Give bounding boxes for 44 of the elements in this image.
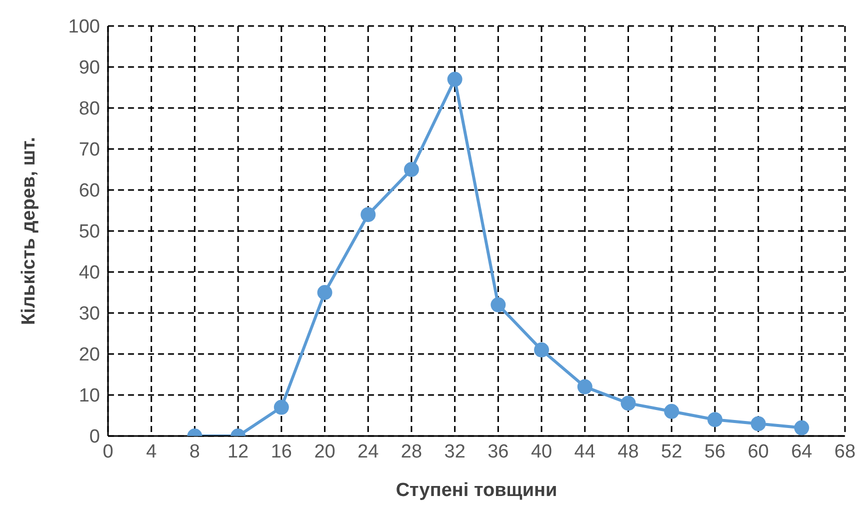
x-tick-label: 56 [704, 441, 726, 462]
y-tick-label: 10 [78, 386, 100, 407]
point [447, 72, 462, 87]
point [750, 416, 766, 432]
x-tick-label: 12 [227, 441, 249, 462]
x-tick-label: 48 [618, 441, 639, 462]
point [404, 162, 419, 177]
point [490, 297, 506, 312]
y-tick-label: 0 [89, 426, 100, 448]
x-tick-label: 20 [314, 441, 336, 462]
y-tick-label: 60 [78, 180, 100, 202]
x-tick-label: 28 [400, 441, 422, 462]
point [707, 412, 722, 428]
y-tick-label: 50 [78, 222, 100, 243]
y-tick-label: 100 [68, 16, 100, 38]
point [360, 207, 376, 222]
point [317, 285, 332, 300]
x-tick-label: 36 [488, 441, 509, 462]
y-tick-label: 90 [78, 58, 100, 79]
y-tick-label: 20 [78, 344, 100, 366]
x-tick-label: 24 [358, 441, 380, 462]
x-tick-label: 16 [270, 441, 292, 462]
point [274, 400, 289, 415]
point [620, 396, 636, 411]
x-tick-label: 4 [146, 441, 158, 462]
point [534, 342, 550, 358]
point [664, 404, 680, 419]
point [577, 379, 592, 394]
y-tick-label: 80 [78, 98, 100, 120]
x-tick-label: 0 [102, 441, 114, 462]
point [794, 420, 810, 436]
y-axis-title: Кількість дерев, шт. [18, 136, 40, 326]
x-tick-label: 68 [834, 441, 856, 462]
y-tick-label: 70 [78, 140, 100, 161]
x-tick-label: 60 [748, 441, 769, 462]
x-tick-label: 8 [189, 441, 200, 462]
x-tick-label: 40 [530, 441, 552, 462]
y-tick-label: 40 [78, 262, 100, 284]
x-tick-label: 32 [444, 441, 466, 462]
x-tick-label: 52 [661, 441, 682, 462]
x-tick-label: 64 [791, 441, 813, 462]
x-tick-label: 44 [574, 441, 596, 462]
x-axis-title: Ступені товщини [396, 480, 558, 501]
y-tick-label: 30 [78, 304, 100, 325]
